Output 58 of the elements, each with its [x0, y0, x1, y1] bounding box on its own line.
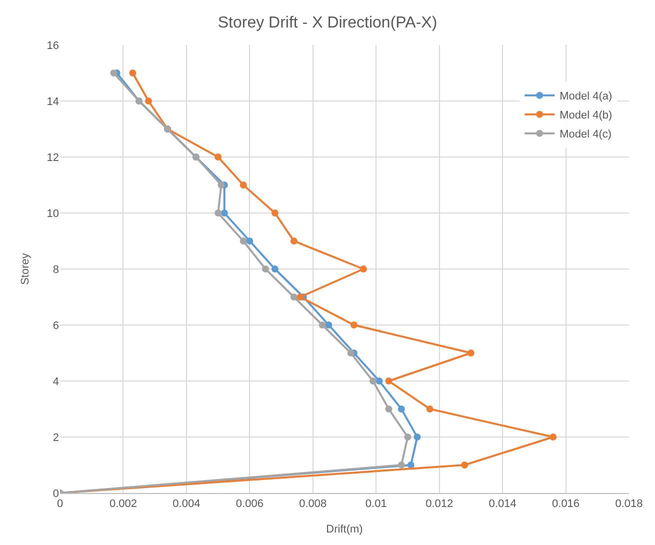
point	[407, 462, 414, 468]
chart-title: Storey Drift - X Direction(PA-X)	[218, 14, 438, 32]
y-tick-label: 12	[46, 152, 59, 164]
point	[214, 154, 222, 160]
point	[369, 378, 376, 384]
x-tick-label: 0.004	[172, 498, 200, 510]
point	[220, 210, 228, 216]
point	[240, 238, 247, 244]
point	[110, 70, 118, 76]
point	[347, 350, 354, 356]
point	[129, 70, 136, 76]
point	[467, 350, 474, 356]
x-tick-label: 0.018	[615, 498, 643, 510]
point	[271, 266, 278, 272]
x-tick-label: 0.006	[236, 498, 264, 510]
y-tick-label: 0	[52, 488, 59, 500]
point	[318, 322, 326, 328]
point	[550, 434, 557, 440]
point	[271, 210, 278, 216]
point	[385, 378, 392, 384]
x-tick-label: 0.01	[365, 498, 387, 510]
y-tick-label: 8	[52, 264, 59, 276]
point	[398, 406, 405, 412]
y-axis-title: Storey	[19, 252, 32, 285]
point	[214, 210, 222, 216]
x-tick-label: 0.014	[488, 498, 516, 510]
legend-label: Model 4(a)	[560, 90, 612, 103]
y-tick-label: 4	[52, 376, 59, 388]
point	[296, 294, 304, 300]
y-tick-label: 6	[52, 320, 59, 332]
point	[404, 434, 412, 440]
y-tick-label: 16	[46, 40, 59, 52]
point	[218, 182, 225, 188]
point	[240, 182, 247, 188]
point	[398, 462, 405, 468]
y-tick-label: 2	[52, 432, 59, 444]
point	[246, 238, 254, 244]
point	[290, 238, 298, 244]
point	[414, 434, 421, 440]
point	[426, 406, 434, 412]
point	[145, 98, 152, 104]
x-tick-label: 0.012	[426, 498, 454, 510]
legend-label: Model 4(b)	[560, 110, 612, 122]
x-axis-title: Drift(m)	[326, 523, 363, 536]
point	[376, 378, 383, 384]
y-tick-label: 10	[46, 208, 59, 220]
point	[290, 294, 298, 300]
point	[385, 406, 392, 412]
point	[262, 266, 269, 272]
point	[350, 322, 358, 328]
y-tick-label: 14	[46, 96, 59, 108]
point	[325, 322, 332, 328]
point	[461, 462, 468, 468]
legend-label: Model 4(c)	[560, 128, 612, 141]
x-tick-label: 0.008	[299, 498, 327, 510]
point	[360, 266, 367, 272]
x-tick-label: 0.016	[552, 498, 580, 510]
x-tick-label: 0.002	[109, 498, 137, 510]
